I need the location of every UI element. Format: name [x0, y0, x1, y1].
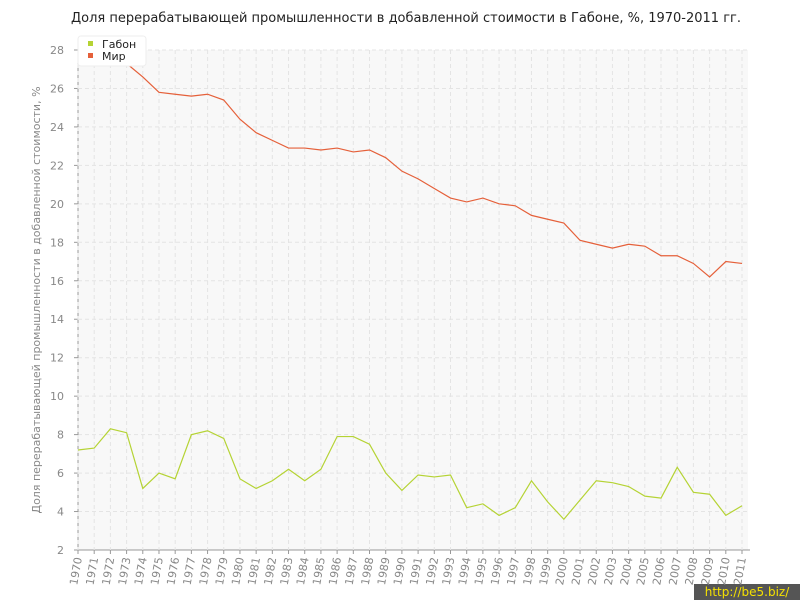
x-tick-label: 1984 — [294, 556, 312, 586]
x-tick-label: 1998 — [521, 556, 539, 586]
y-tick-label: 8 — [57, 429, 64, 442]
x-tick-label: 1976 — [164, 556, 182, 586]
x-tick-label: 1987 — [343, 556, 361, 586]
series-line — [77, 51, 743, 278]
x-tick-label: 1999 — [537, 556, 555, 586]
x-tick-label: 1982 — [262, 556, 280, 586]
x-tick-label: 1994 — [456, 556, 474, 586]
y-tick-label: 20 — [50, 198, 64, 211]
y-tick-label: 12 — [50, 352, 64, 365]
legend-swatch — [88, 41, 93, 46]
legend-swatch — [88, 53, 93, 58]
x-tick-label: 2002 — [586, 556, 604, 586]
x-tick-label: 2001 — [569, 556, 587, 586]
y-tick-label: 16 — [50, 275, 64, 288]
y-tick-label: 2 — [57, 544, 64, 557]
series-line — [77, 428, 743, 521]
x-tick-label: 2009 — [699, 556, 717, 586]
x-tick-label: 1973 — [116, 556, 134, 586]
x-tick-label: 2008 — [683, 556, 701, 586]
x-tick-label: 2000 — [553, 556, 571, 586]
x-tick-label: 1989 — [375, 556, 393, 586]
x-tick-label: 1988 — [359, 556, 377, 586]
y-tick-label: 4 — [57, 506, 64, 519]
x-tick-label: 1993 — [440, 556, 458, 586]
y-tick-label: 14 — [50, 313, 64, 326]
x-tick-label: 1986 — [326, 556, 344, 586]
watermark: http://be5.biz/ — [705, 585, 790, 599]
x-tick-label: 1997 — [505, 556, 523, 586]
y-axis-label: Доля перерабатывающей промышленности в д… — [30, 86, 43, 513]
x-tick-label: 1977 — [181, 556, 199, 586]
y-tick-label: 10 — [50, 390, 64, 403]
x-tick-label: 2011 — [731, 556, 749, 586]
y-tick-label: 6 — [57, 467, 64, 480]
x-tick-label: 1992 — [424, 556, 442, 586]
x-tick-label: 1971 — [83, 556, 101, 586]
x-tick-label: 2010 — [715, 556, 733, 586]
x-tick-label: 1990 — [391, 556, 409, 586]
x-tick-label: 1975 — [148, 556, 166, 586]
x-tick-label: 1985 — [310, 556, 328, 586]
watermark-bg — [694, 584, 800, 600]
x-tick-label: 2004 — [618, 556, 636, 586]
x-tick-label: 1979 — [213, 556, 231, 586]
x-tick-label: 1972 — [100, 556, 118, 586]
x-tick-label: 2007 — [667, 556, 685, 586]
y-tick-label: 22 — [50, 159, 64, 172]
x-tick-label: 2005 — [634, 556, 652, 586]
x-tick-label: 2006 — [650, 556, 668, 586]
plot-area — [78, 50, 748, 550]
y-tick-label: 26 — [50, 82, 64, 95]
legend-label: Габон — [102, 38, 136, 51]
y-tick-label: 28 — [50, 44, 64, 57]
legend-label: Мир — [102, 50, 126, 63]
y-tick-label: 24 — [50, 121, 64, 134]
x-tick-label: 1995 — [472, 556, 490, 586]
x-tick-label: 2003 — [602, 556, 620, 586]
legend-box — [77, 35, 147, 67]
x-tick-label: 1980 — [229, 556, 247, 586]
y-tick-label: 18 — [50, 236, 64, 249]
x-tick-label: 1970 — [67, 556, 85, 586]
x-tick-label: 1996 — [488, 556, 506, 586]
x-tick-label: 1991 — [407, 556, 425, 586]
chart-title: Доля перерабатывающей промышленности в д… — [71, 11, 741, 26]
x-tick-label: 1978 — [197, 556, 215, 586]
x-tick-label: 1981 — [245, 556, 263, 586]
x-tick-label: 1974 — [132, 556, 150, 586]
x-tick-label: 1983 — [278, 556, 296, 586]
